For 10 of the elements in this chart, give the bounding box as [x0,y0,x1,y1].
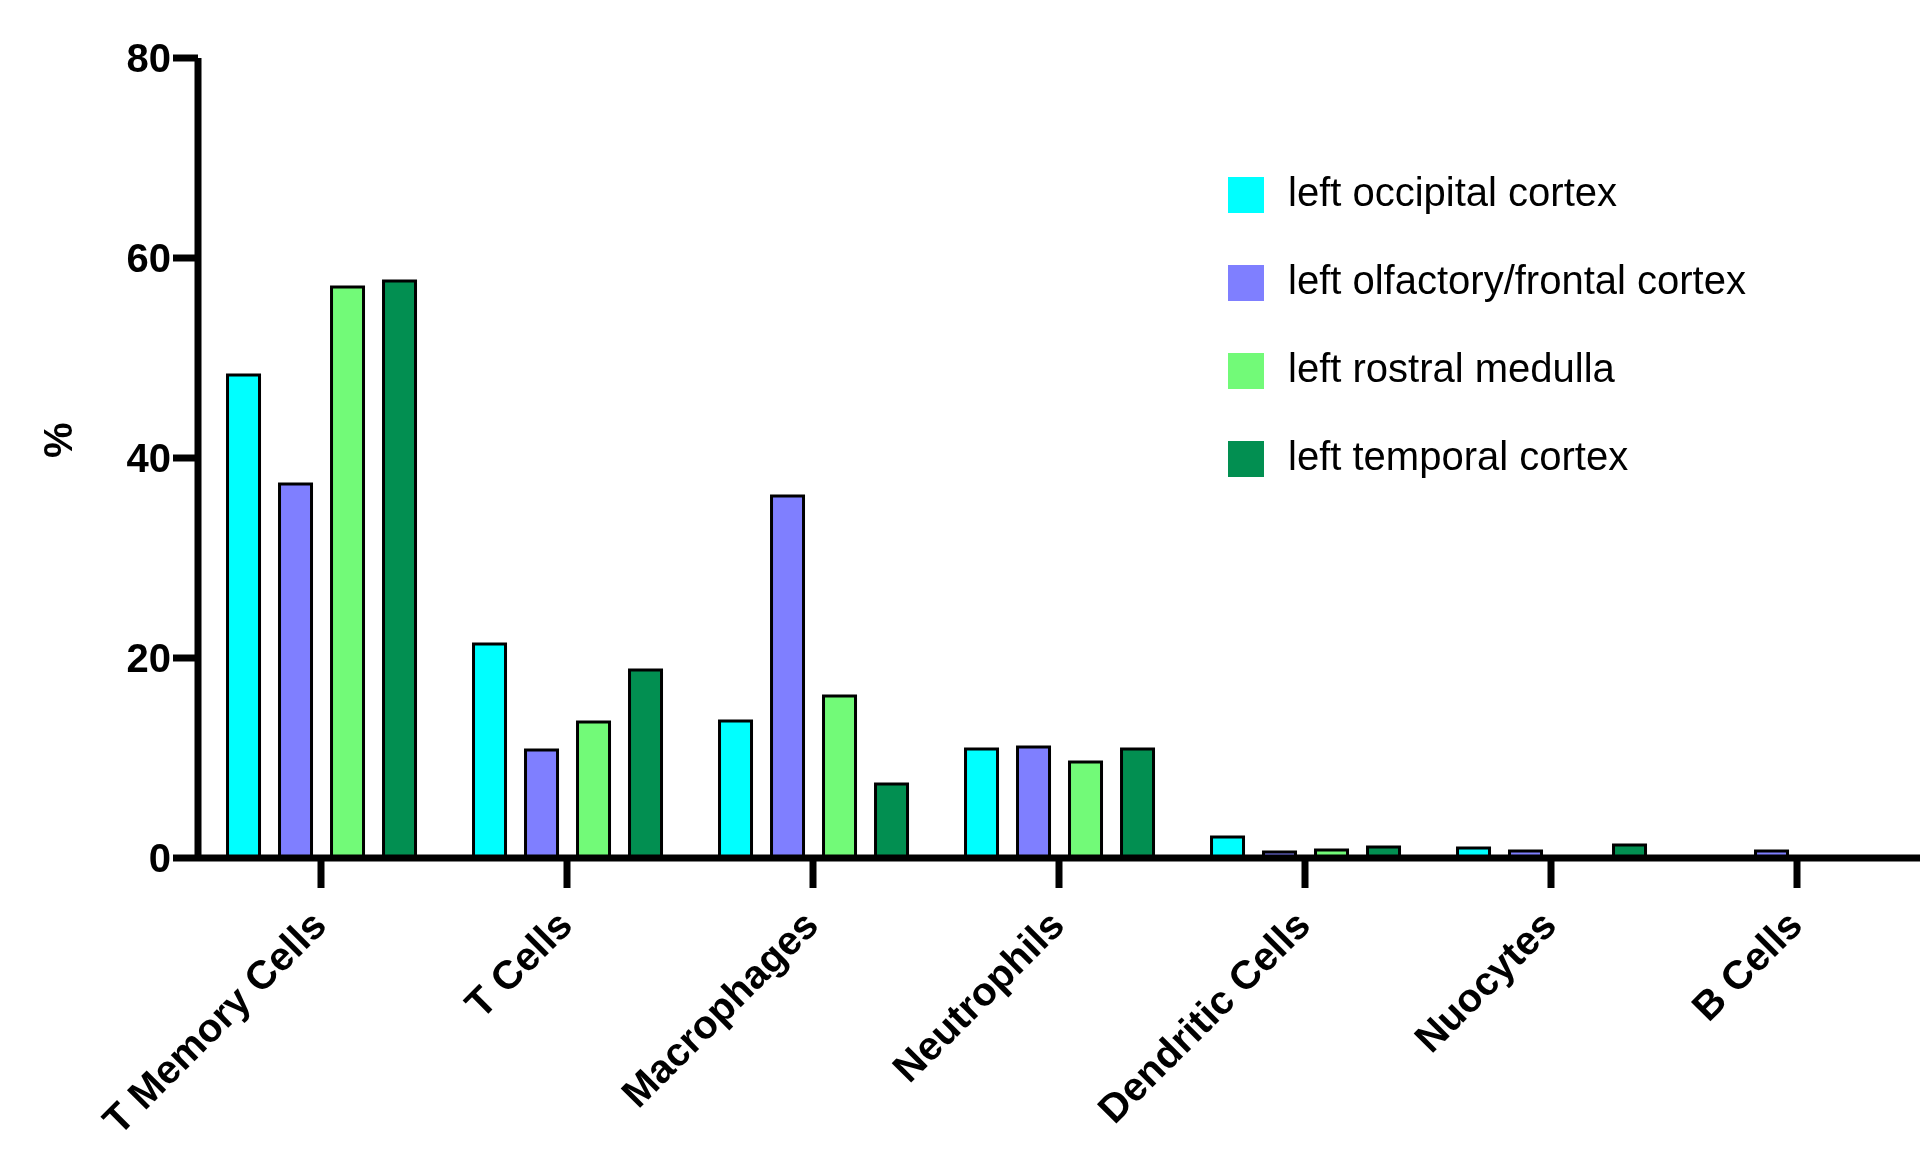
y-tick-label: 80 [126,36,171,81]
y-axis-title: % [36,422,81,458]
y-tick-label: 0 [148,836,171,881]
y-tick-label: 20 [126,636,171,681]
y-tick-label: 40 [126,436,171,481]
legend-label: left rostral medulla [1288,346,1615,390]
legend-label: left temporal cortex [1288,434,1629,478]
legend-label: left olfactory/frontal cortex [1288,258,1746,302]
y-tick-label: 60 [126,236,171,281]
legend-label: left occipital cortex [1288,170,1618,214]
